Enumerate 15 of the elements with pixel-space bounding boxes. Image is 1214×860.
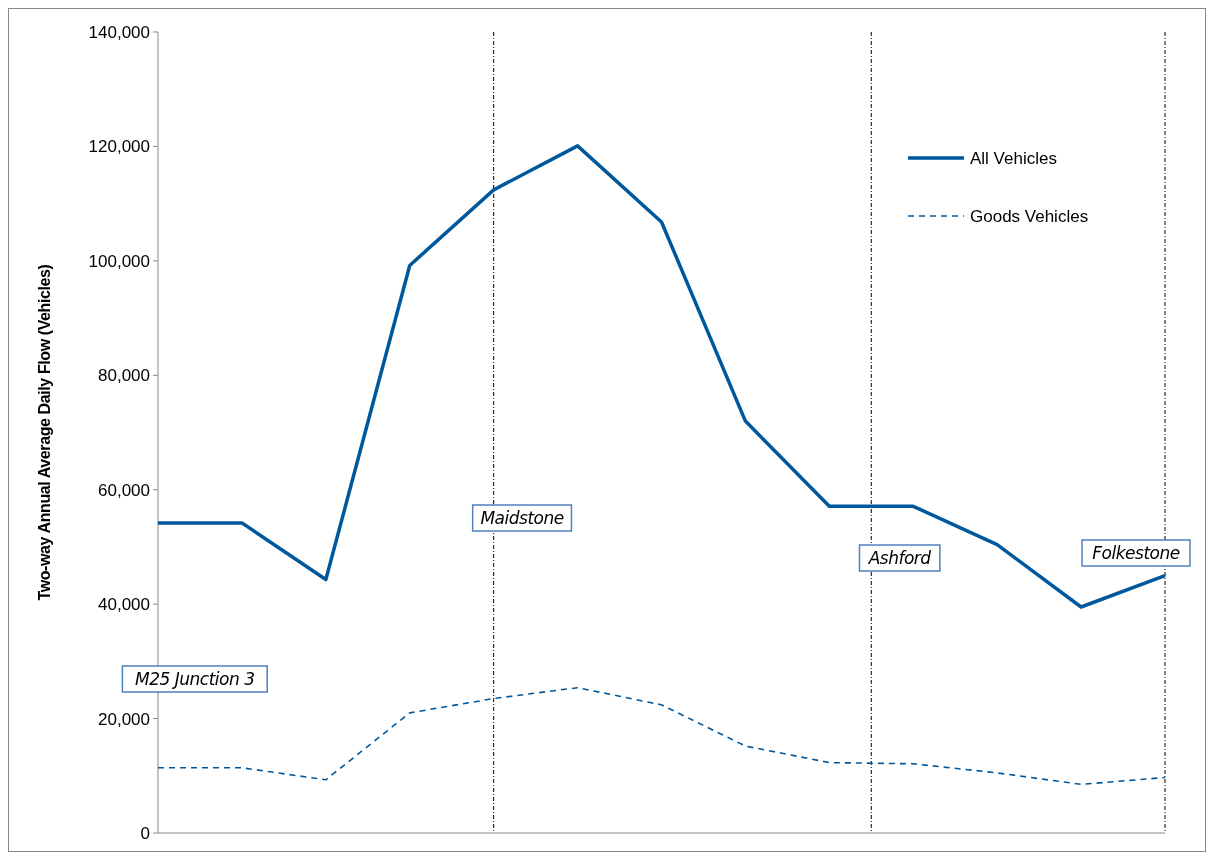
y-tick-label: 60,000 (98, 480, 150, 500)
annotation: Ashford (867, 548, 932, 568)
y-tick-label: 140,000 (88, 23, 150, 42)
legend-label: Goods Vehicles (970, 207, 1089, 226)
y-tick-label: 120,000 (88, 137, 150, 157)
y-tick-label: 100,000 (88, 251, 150, 271)
annotation: Folkestone (1092, 543, 1180, 563)
annotation: Maidstone (480, 508, 564, 528)
y-axis-title: Two-way Annual Average Daily Flow (Vehicles) (36, 264, 53, 601)
y-tick-label: 20,000 (98, 709, 150, 729)
y-tick-label: 80,000 (98, 366, 150, 386)
annotation: M25 Junction 3 (135, 669, 255, 689)
y-tick-label: 40,000 (98, 595, 150, 615)
y-tick-label: 0 (140, 824, 150, 843)
legend-label: All Vehicles (970, 149, 1057, 168)
